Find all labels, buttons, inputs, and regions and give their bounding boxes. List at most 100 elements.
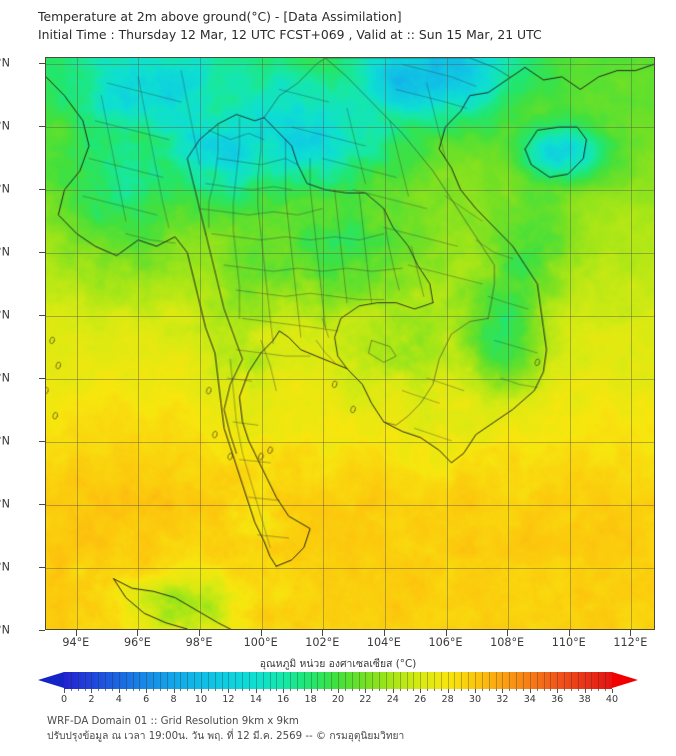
colorbar-tick-label: 26 bbox=[414, 694, 427, 705]
colorbar-minor-tick bbox=[522, 689, 524, 691]
colorbar-tick-label: 4 bbox=[115, 694, 122, 705]
colorbar-minor-tick bbox=[543, 689, 545, 691]
title-line-1: Temperature at 2m above ground(°C) - [Da… bbox=[38, 9, 402, 24]
latitude-tick-mark bbox=[39, 252, 45, 254]
colorbar-tick-mark bbox=[447, 689, 449, 693]
colorbar-minor-tick bbox=[248, 689, 250, 691]
latitude-tick-mark bbox=[39, 504, 45, 506]
colorbar-minor-tick bbox=[399, 689, 401, 691]
colorbar-minor-tick bbox=[317, 689, 319, 691]
latitude-tick-label: 18°N bbox=[0, 182, 10, 196]
latitude-tick-label: 14°N bbox=[0, 308, 10, 322]
latitude-tick-label: 20°N bbox=[0, 119, 10, 133]
longitude-tick-label: 110°E bbox=[551, 636, 586, 649]
colorbar-minor-tick bbox=[509, 689, 511, 691]
latitude-tick-label: 8°N bbox=[0, 497, 10, 511]
colorbar-tick-mark bbox=[146, 689, 148, 693]
colorbar-minor-tick bbox=[536, 689, 538, 691]
colorbar-minor-tick bbox=[406, 689, 408, 691]
footer-line-1: WRF-DA Domain 01 :: Grid Resolution 9km … bbox=[47, 716, 299, 727]
colorbar-minor-tick bbox=[358, 689, 360, 691]
longitude-tick-label: 96°E bbox=[123, 636, 151, 649]
colorbar-tick-mark bbox=[584, 689, 586, 693]
colorbar-minor-tick bbox=[187, 689, 189, 691]
longitude-tick-mark bbox=[507, 630, 509, 636]
chart-title-block: Temperature at 2m above ground(°C) - [Da… bbox=[38, 8, 658, 44]
colorbar-minor-tick bbox=[139, 689, 141, 691]
colorbar-minor-tick bbox=[194, 689, 196, 691]
colorbar-tick-mark bbox=[420, 689, 422, 693]
longitude-tick-mark bbox=[568, 630, 570, 636]
colorbar-minor-tick bbox=[461, 689, 463, 691]
colorbar-minor-tick bbox=[427, 689, 429, 691]
colorbar-tick-mark bbox=[529, 689, 531, 693]
colorbar-minor-tick bbox=[433, 689, 435, 691]
colorbar-minor-tick bbox=[132, 689, 134, 691]
longitude-tick-mark bbox=[630, 630, 632, 636]
colorbar-minor-tick bbox=[166, 689, 168, 691]
colorbar-block: อุณหภูมิ หน่วย องศาเซลเซียส (°C) 0 2 4 6 8 10… bbox=[0, 655, 676, 705]
colorbar-minor-tick bbox=[70, 689, 72, 691]
latitude-tick-mark bbox=[39, 567, 45, 569]
temperature-heatmap-canvas bbox=[46, 58, 654, 629]
colorbar-tick-label: 12 bbox=[222, 694, 235, 705]
colorbar-minor-tick bbox=[98, 689, 100, 691]
colorbar-tick-mark bbox=[612, 689, 613, 693]
colorbar-tick-label: 40 bbox=[605, 694, 619, 705]
colorbar-minor-tick bbox=[481, 689, 483, 691]
colorbar-minor-tick bbox=[214, 689, 216, 691]
latitude-tick-label: 12°N bbox=[0, 371, 10, 385]
map-figure: 4°N 6°N 8°N 10°N 12°N 14°N 16°N 18°N 20°N 22°N 94°… bbox=[0, 50, 676, 650]
colorbar-tick-mark bbox=[64, 689, 65, 693]
colorbar-tick-label: 6 bbox=[143, 694, 150, 705]
colorbar-minor-tick bbox=[77, 689, 79, 691]
title-line-2: Initial Time : Thursday 12 Mar, 12 UTC F… bbox=[38, 27, 542, 42]
colorbar-minor-tick bbox=[351, 689, 353, 691]
colorbar-tick-label: 36 bbox=[551, 694, 564, 705]
colorbar-tick-mark bbox=[201, 689, 202, 693]
colorbar-minor-tick bbox=[242, 689, 244, 691]
colorbar-tick-label: 28 bbox=[441, 694, 454, 705]
colorbar-minor-tick bbox=[269, 689, 271, 691]
colorbar-tick-label: 22 bbox=[359, 694, 372, 705]
colorbar-tick-label: 14 bbox=[249, 694, 262, 705]
colorbar-tick-mark bbox=[475, 689, 476, 693]
colorbar-tick-mark bbox=[228, 689, 230, 693]
colorbar-minor-tick bbox=[440, 689, 442, 691]
colorbar-minor-tick bbox=[468, 689, 470, 691]
map-plot-area[interactable] bbox=[45, 57, 655, 630]
colorbar-title: อุณหภูมิ หน่วย องศาเซลเซียส (°C) bbox=[259, 658, 417, 670]
longitude-tick-mark bbox=[199, 630, 201, 636]
colorbar-minor-tick bbox=[221, 689, 223, 691]
colorbar-tick-mark bbox=[118, 689, 120, 693]
colorbar-minor-tick bbox=[591, 689, 593, 691]
colorbar-tick-mark bbox=[365, 689, 367, 693]
longitude-tick-label: 104°E bbox=[366, 636, 401, 649]
colorbar-minor-tick bbox=[153, 689, 155, 691]
colorbar-minor-tick bbox=[303, 689, 305, 691]
colorbar-minor-tick bbox=[105, 689, 107, 691]
latitude-tick-mark bbox=[39, 378, 45, 380]
latitude-tick-label: 22°N bbox=[0, 56, 10, 70]
colorbar-body bbox=[64, 672, 612, 689]
latitude-tick-label: 6°N bbox=[0, 560, 10, 574]
footer-line-2: ปรับปรุงข้อมูล ณ เวลา 19:00น. วัน พฤ. ที… bbox=[47, 731, 405, 742]
colorbar-minor-tick bbox=[385, 689, 387, 691]
colorbar-minor-tick bbox=[207, 689, 209, 691]
colorbar-tick-mark bbox=[338, 689, 339, 693]
longitude-tick-label: 112°E bbox=[613, 636, 648, 649]
colorbar-minor-tick bbox=[516, 689, 518, 691]
colorbar-minor-tick bbox=[598, 689, 600, 691]
colorbar-tick-mark bbox=[502, 689, 504, 693]
colorbar[interactable]: 0 2 4 6 8 10 12 14 16 18 20 22 24 26 28 30 32 34 36 38 40 bbox=[38, 672, 638, 705]
colorbar-minor-tick bbox=[550, 689, 552, 691]
colorbar-tick-label: 10 bbox=[194, 694, 208, 705]
colorbar-tick-mark bbox=[255, 689, 257, 693]
colorbar-minor-tick bbox=[605, 689, 607, 691]
longitude-tick-label: 102°E bbox=[305, 636, 340, 649]
colorbar-minor-tick bbox=[331, 689, 333, 691]
colorbar-minor-tick bbox=[235, 689, 237, 691]
colorbar-minor-tick bbox=[111, 689, 113, 691]
colorbar-minor-tick bbox=[344, 689, 346, 691]
colorbar-tick-label: 0 bbox=[60, 694, 68, 705]
